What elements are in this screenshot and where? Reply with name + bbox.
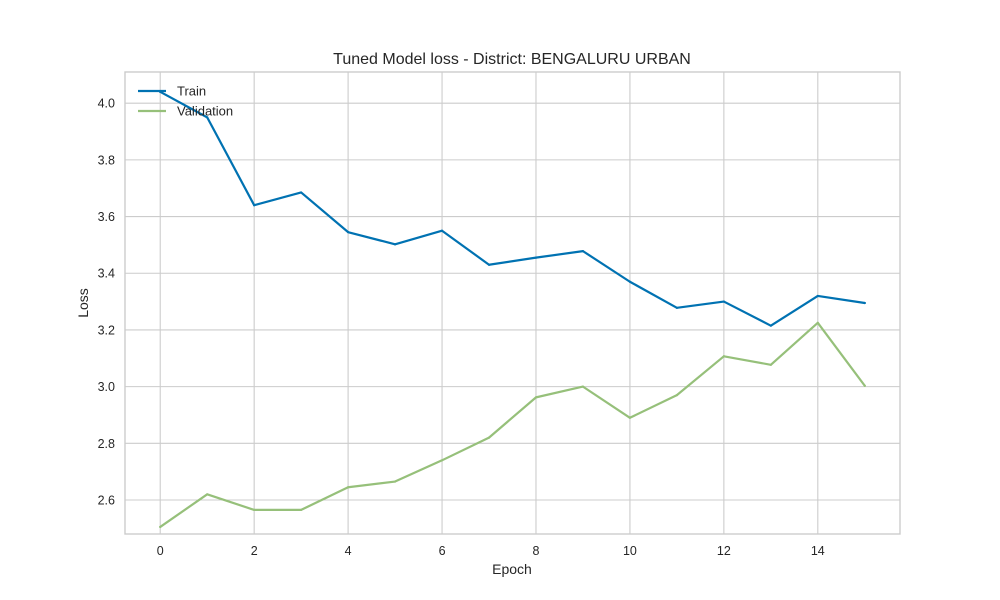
chart-title: Tuned Model loss - District: BENGALURU U… xyxy=(333,51,691,68)
validation-point xyxy=(206,493,209,496)
train-point xyxy=(440,229,444,232)
series-layer xyxy=(159,90,866,529)
train-point xyxy=(393,243,397,246)
legend: Train Validation xyxy=(138,84,233,119)
train-point xyxy=(347,231,350,234)
validation-point xyxy=(628,416,632,419)
train-line xyxy=(159,90,866,327)
x-tick-labels: 0 2 4 6 8 10 12 14 xyxy=(157,544,825,558)
x-tick-label: 4 xyxy=(345,544,352,558)
y-axis-label: Loss xyxy=(75,288,91,318)
validation-point xyxy=(393,480,397,483)
x-axis-label: Epoch xyxy=(492,561,532,577)
train-point xyxy=(581,250,585,253)
train-point xyxy=(206,116,209,119)
validation-point xyxy=(722,355,725,358)
validation-point xyxy=(159,525,162,529)
plot-frame xyxy=(124,71,901,535)
y-tick-label: 4.0 xyxy=(98,97,115,111)
validation-point xyxy=(863,384,866,387)
train-point xyxy=(675,306,678,309)
y-tick-label: 3.8 xyxy=(98,153,115,167)
x-tick-label: 14 xyxy=(811,544,825,558)
x-tick-label: 12 xyxy=(717,544,731,558)
train-point xyxy=(534,256,538,259)
validation-line xyxy=(159,321,866,529)
x-tick-label: 0 xyxy=(157,544,164,558)
series-train xyxy=(159,90,866,327)
x-tick-label: 8 xyxy=(533,544,540,558)
grid xyxy=(125,72,900,534)
legend-label-train: Train xyxy=(177,84,206,99)
validation-point xyxy=(253,508,256,512)
train-point xyxy=(300,191,303,194)
validation-point xyxy=(769,363,772,366)
y-tick-label: 3.6 xyxy=(98,210,115,224)
y-tick-labels: 2.6 2.8 3.0 3.2 3.4 3.6 3.8 4.0 xyxy=(98,97,115,508)
train-point xyxy=(253,204,256,207)
train-point xyxy=(769,324,772,327)
y-tick-label: 3.2 xyxy=(98,323,115,337)
validation-point xyxy=(487,436,491,439)
validation-point xyxy=(816,321,819,324)
train-point xyxy=(816,294,819,298)
train-point xyxy=(863,301,866,305)
validation-point xyxy=(440,459,444,462)
y-tick-label: 2.6 xyxy=(98,493,115,507)
train-point xyxy=(487,263,491,266)
y-tick-label: 3.0 xyxy=(98,380,115,394)
x-tick-label: 2 xyxy=(251,544,258,558)
validation-point xyxy=(300,508,303,512)
validation-point xyxy=(534,396,538,399)
x-tick-label: 10 xyxy=(623,544,637,558)
y-tick-label: 2.8 xyxy=(98,437,115,451)
y-tick-label: 3.4 xyxy=(98,267,115,281)
validation-point xyxy=(675,394,678,397)
legend-label-validation: Validation xyxy=(177,104,233,119)
train-point xyxy=(628,280,632,283)
train-point xyxy=(722,300,725,303)
validation-point xyxy=(581,385,585,388)
x-tick-label: 6 xyxy=(439,544,446,558)
series-validation xyxy=(159,321,866,529)
validation-point xyxy=(347,486,350,489)
